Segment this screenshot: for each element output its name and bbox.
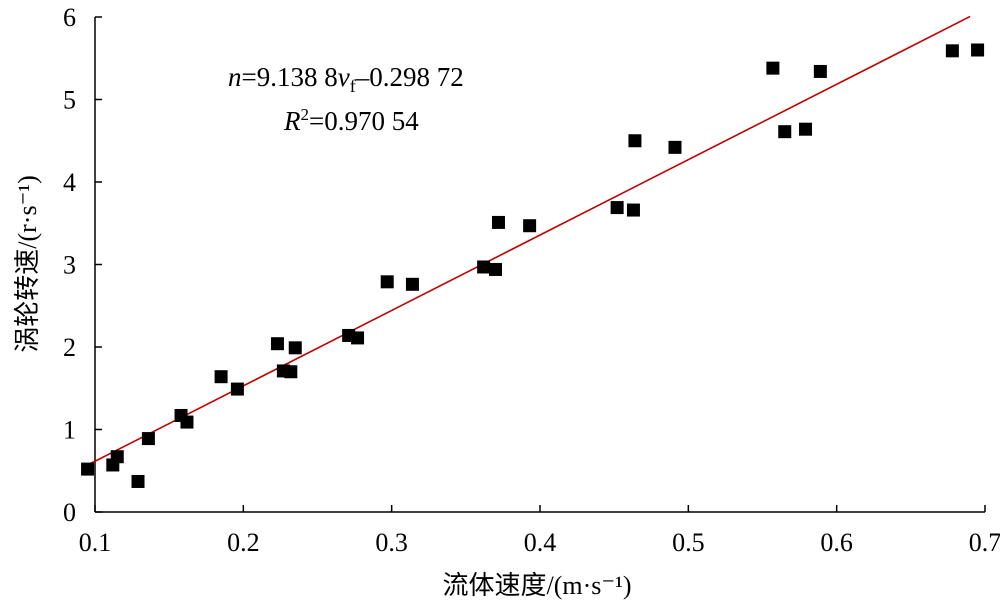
data-point [141, 432, 155, 446]
data-point [284, 365, 298, 379]
data-points [81, 43, 985, 488]
data-point [945, 44, 959, 58]
data-point [405, 277, 419, 291]
x-tick-label: 0.4 [524, 528, 557, 557]
x-tick-label: 0.7 [969, 528, 1000, 557]
data-point [799, 122, 813, 136]
data-point [380, 275, 394, 289]
data-point [230, 382, 244, 396]
data-point [351, 331, 365, 345]
x-axis-title: 流体速度/(m·s⁻¹) [442, 571, 631, 600]
fit-line [87, 15, 971, 466]
x-tick-label: 0.1 [79, 528, 112, 557]
data-point [766, 61, 780, 75]
data-point [523, 219, 537, 233]
fit-equation: n=9.138 8vf–0.298 72 [228, 62, 464, 96]
x-tick-label: 0.6 [820, 528, 853, 557]
y-tick-label: 1 [63, 416, 76, 445]
data-point [489, 262, 502, 276]
fit-line-group [87, 15, 971, 466]
y-axis-title: 涡轮转速/(r·s⁻¹) [13, 175, 42, 353]
data-point [270, 337, 284, 351]
tick-labels: 0.1 0.2 0.3 0.4 0.5 0.6 0.7 0 1 2 3 4 5 6 [63, 3, 1000, 557]
data-point [110, 450, 124, 464]
data-point [626, 203, 640, 217]
y-tick-label: 6 [63, 3, 76, 32]
data-point [477, 260, 491, 274]
x-tick-label: 0.3 [375, 528, 408, 557]
data-point [131, 474, 145, 488]
data-point [971, 43, 985, 57]
data-point [628, 134, 642, 148]
y-tick-label: 0 [63, 498, 76, 527]
data-point [813, 64, 827, 78]
data-point [778, 125, 792, 139]
data-point [610, 201, 624, 215]
y-tick-label: 4 [63, 168, 76, 197]
data-point [491, 215, 505, 229]
data-point [81, 462, 95, 476]
x-tick-label: 0.5 [672, 528, 705, 557]
y-tick-label: 2 [63, 333, 76, 362]
x-tick-label: 0.2 [227, 528, 260, 557]
y-tick-label: 5 [63, 86, 76, 115]
r-squared-annotation: R2=0.970 54 [283, 105, 419, 136]
data-point [668, 140, 682, 154]
y-tick-label: 3 [63, 251, 76, 280]
tick-marks [94, 16, 986, 513]
data-point [288, 341, 302, 355]
data-point [180, 415, 194, 429]
data-point [214, 370, 228, 384]
